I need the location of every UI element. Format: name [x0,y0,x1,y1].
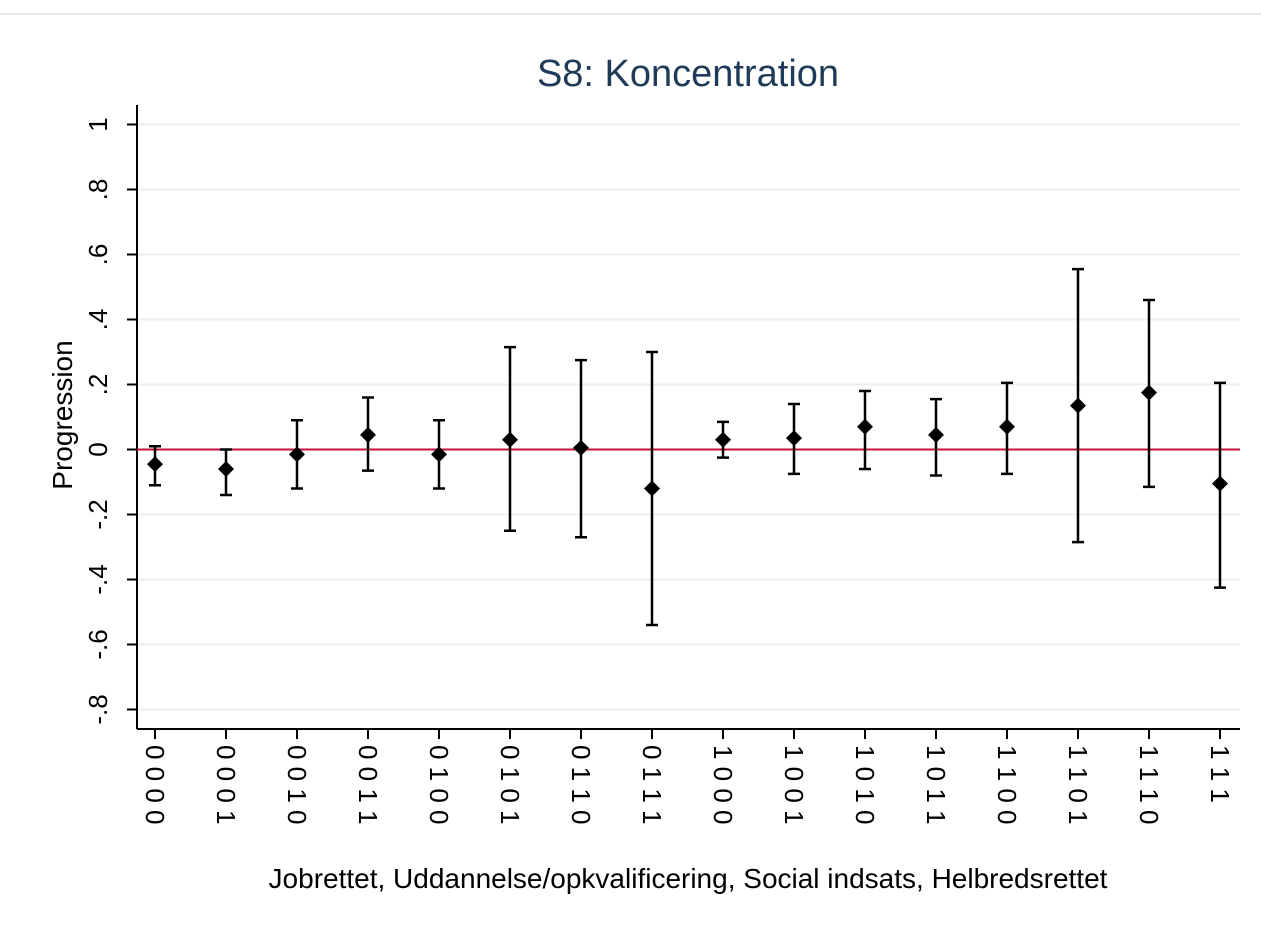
y-tick-label: .6 [83,244,113,266]
x-tick-label: 0 0 0 0 [140,745,170,825]
x-tick-label: 0 0 1 0 [282,745,312,825]
x-tick-label: 1 1 1 [1205,745,1235,803]
y-axis-label: Progression [47,340,78,489]
point [502,431,518,448]
point [289,446,305,463]
point [857,418,873,435]
x-tick-label: 0 1 1 1 [637,745,667,825]
y-tick-label: 0 [83,442,113,456]
point [928,426,944,443]
y-tick-label: 1 [83,117,113,131]
point [786,430,802,447]
y-tick-label: .8 [83,179,113,201]
point [1070,397,1086,414]
point [1212,475,1228,492]
y-tick-label: -.8 [83,694,113,724]
point [573,439,589,456]
chart-title: S8: Koncentration [537,53,839,95]
x-tick-label: 1 1 0 0 [992,745,1022,825]
y-tick-label: .2 [83,374,113,396]
point [147,456,163,473]
x-tick-label: 0 0 1 1 [353,745,383,825]
x-tick-label: 1 0 0 1 [779,745,809,825]
point [715,431,731,448]
y-tick-label: .4 [83,309,113,331]
point [999,418,1015,435]
x-tick-label: 1 0 1 1 [921,745,951,825]
x-tick-label: 1 0 1 0 [850,745,880,825]
y-tick-label: -.2 [83,499,113,529]
x-axis-label: Jobrettet, Uddannelse/opkvalificering, S… [269,863,1108,894]
x-tick-label: 0 1 0 0 [424,745,454,825]
y-tick-label: -.6 [83,629,113,659]
point [218,461,234,477]
x-tick-label: 1 1 0 1 [1063,745,1093,825]
point [644,480,660,497]
x-tick-label: 1 1 1 0 [1134,745,1164,825]
point [431,446,447,463]
x-tick-label: 0 1 0 1 [495,745,525,825]
x-tick-label: 0 0 0 1 [211,745,241,825]
point [1141,384,1157,401]
x-tick-label: 0 1 1 0 [566,745,596,825]
y-tick-label: -.4 [83,564,113,594]
x-tick-label: 1 0 0 0 [708,745,738,825]
point [360,426,376,443]
